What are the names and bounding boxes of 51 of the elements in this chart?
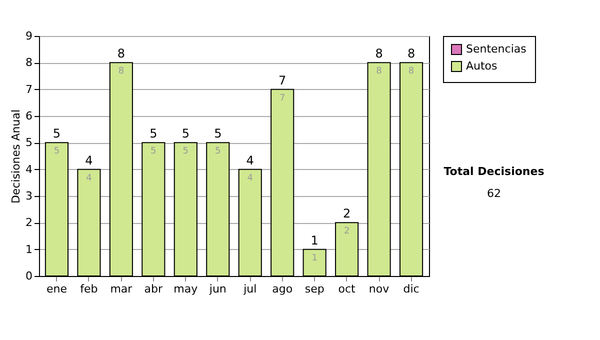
data-label: 5: [150, 146, 156, 157]
total-label: 4: [246, 153, 254, 168]
text: 62: [487, 187, 501, 200]
y-tick-label: 9: [26, 30, 32, 42]
total-label: 1: [310, 233, 318, 248]
x-tick-label: jul: [242, 282, 257, 296]
x-tick-label: feb: [80, 282, 98, 296]
data-label: 8: [376, 66, 382, 77]
x-tick-label: dic: [403, 282, 420, 296]
total-label: 5: [182, 126, 190, 141]
total-label: 2: [342, 206, 351, 221]
x-tick-label: nov: [368, 282, 390, 296]
x-tick-label: sep: [304, 282, 324, 296]
y-tick-label: 0: [26, 270, 32, 282]
legend-label: Sentencias: [466, 42, 527, 56]
data-label: 5: [182, 146, 189, 157]
data-label: 5: [215, 146, 221, 157]
text: Total Decisiones: [444, 165, 545, 178]
x-tick-label: ago: [272, 282, 293, 296]
data-label: 1: [312, 253, 318, 264]
y-tick-label: 2: [26, 216, 32, 230]
total-label: 5: [52, 126, 61, 141]
x-tick-label: oct: [338, 282, 356, 296]
total-label: 4: [85, 153, 93, 168]
y-tick-label: 1: [26, 242, 32, 256]
legend-label: Autos: [466, 60, 498, 72]
data-label: 5: [54, 146, 60, 157]
x-tick-label: jun: [208, 282, 226, 296]
total-label: 8: [407, 46, 416, 61]
total-label: 7: [278, 73, 286, 88]
total-label: 8: [375, 46, 383, 61]
x-tick-label: may: [174, 282, 198, 296]
y-tick-label: 7: [26, 82, 32, 96]
y-axis-title: Decisiones Anual: [10, 109, 22, 204]
y-tick-label: 5: [26, 136, 32, 150]
y-tick-label: 4: [26, 162, 32, 176]
y-tick-label: 3: [26, 190, 32, 202]
x-tick-label: ene: [46, 282, 68, 296]
data-label: 8: [408, 66, 414, 77]
total-label: 5: [150, 126, 158, 141]
x-tick-label: abr: [144, 282, 164, 296]
data-label: 8: [118, 66, 124, 77]
data-label: 2: [344, 226, 350, 237]
y-tick-label: 6: [26, 110, 32, 122]
total-label: 8: [117, 46, 126, 61]
data-label: 7: [279, 93, 286, 104]
data-label: 4: [247, 173, 254, 184]
total-label: 5: [214, 126, 222, 141]
x-tick-label: mar: [110, 282, 133, 296]
y-tick-label: 8: [26, 56, 32, 70]
data-label: 4: [86, 173, 92, 184]
